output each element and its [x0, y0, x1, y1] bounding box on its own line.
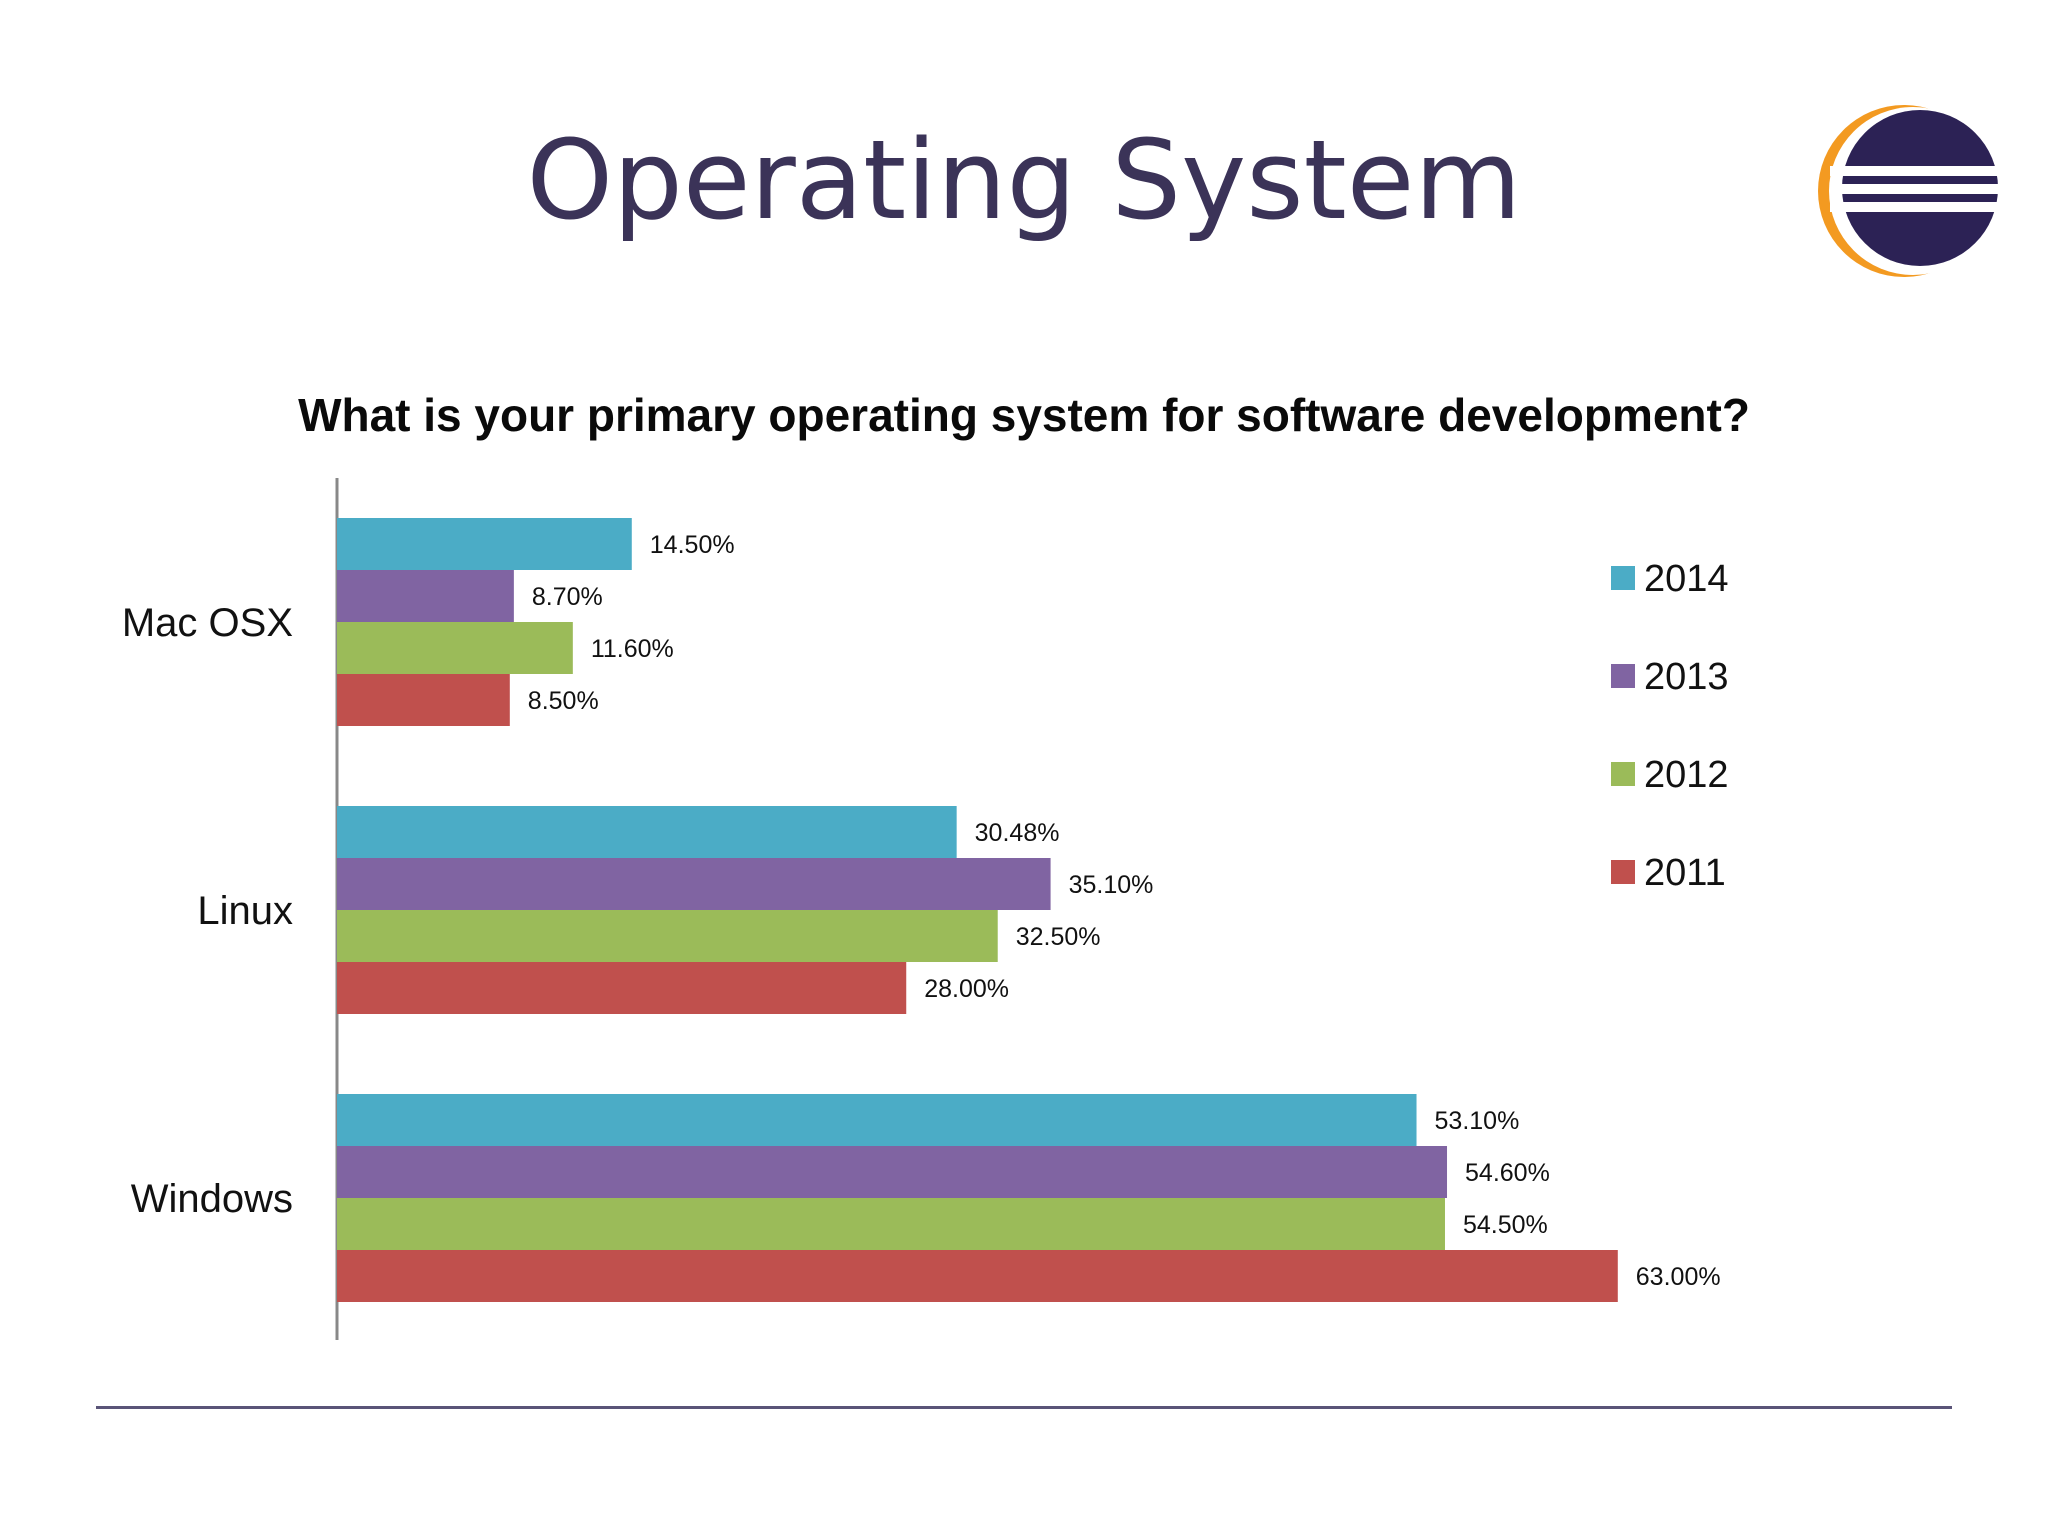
- bar: [337, 622, 573, 674]
- legend-swatch: [1611, 860, 1635, 884]
- chart-title: What is your primary operating system fo…: [298, 389, 1750, 441]
- data-label: 53.10%: [1435, 1107, 1520, 1135]
- data-label: 54.50%: [1463, 1211, 1548, 1239]
- bar: [337, 910, 998, 962]
- bar: [337, 806, 957, 858]
- data-label: 14.50%: [650, 531, 735, 559]
- data-label: 11.60%: [591, 635, 674, 663]
- bar: [337, 858, 1051, 910]
- category-label: Windows: [131, 1177, 293, 1221]
- logo-stripe: [1830, 184, 2008, 194]
- bar: [337, 1250, 1618, 1302]
- bar-chart: Mac OSX 14.50% 8.70% 11.60% 8.50% Linux 30.48%…: [122, 478, 1729, 1340]
- eclipse-logo-icon: [1818, 105, 2008, 277]
- data-label: 8.70%: [532, 583, 603, 611]
- legend-label: 2012: [1644, 754, 1729, 796]
- legend-swatch: [1611, 664, 1635, 688]
- slide-title: Operating System: [526, 116, 1522, 244]
- legend-swatch: [1611, 762, 1635, 786]
- category-label: Linux: [197, 889, 293, 933]
- data-label: 32.50%: [1016, 923, 1101, 951]
- footer-divider: [96, 1406, 1952, 1409]
- data-label: 63.00%: [1636, 1263, 1721, 1291]
- bar: [337, 570, 514, 622]
- data-label: 35.10%: [1069, 871, 1154, 899]
- legend-label: 2014: [1644, 558, 1729, 600]
- bar: [337, 962, 907, 1014]
- legend-label: 2013: [1644, 656, 1729, 698]
- bar: [337, 674, 510, 726]
- data-label: 54.60%: [1465, 1159, 1550, 1187]
- data-label: 28.00%: [924, 975, 1009, 1003]
- bar: [337, 1198, 1445, 1250]
- legend-label: 2011: [1644, 852, 1726, 894]
- bar: [337, 1146, 1448, 1198]
- bar: [337, 1094, 1417, 1146]
- legend-swatch: [1611, 566, 1635, 590]
- logo-stripe: [1830, 202, 2008, 212]
- data-label: 30.48%: [975, 819, 1060, 847]
- category-label: Mac OSX: [122, 601, 293, 645]
- data-label: 8.50%: [528, 687, 599, 715]
- logo-stripe: [1830, 166, 2008, 176]
- bar: [337, 518, 632, 570]
